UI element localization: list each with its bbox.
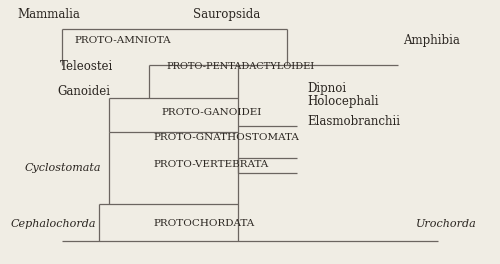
Text: PROTO-GNATHOSTOMATA: PROTO-GNATHOSTOMATA <box>154 133 300 142</box>
Text: Urochorda: Urochorda <box>416 219 476 229</box>
Text: Ganoidei: Ganoidei <box>57 86 110 98</box>
Text: PROTO-AMNIOTA: PROTO-AMNIOTA <box>74 36 171 45</box>
Text: Cephalochorda: Cephalochorda <box>10 219 96 229</box>
Text: Sauropsida: Sauropsida <box>193 8 260 21</box>
Text: Cyclostomata: Cyclostomata <box>25 163 102 173</box>
Text: Amphibia: Amphibia <box>404 34 460 47</box>
Text: PROTO-GANOIDEI: PROTO-GANOIDEI <box>161 108 262 117</box>
Text: Teleostei: Teleostei <box>60 60 113 73</box>
Text: Elasmobranchii: Elasmobranchii <box>307 115 400 128</box>
Text: PROTOCHORDATA: PROTOCHORDATA <box>154 219 255 228</box>
Text: Holocephali: Holocephali <box>307 95 378 108</box>
Text: PROTO-VERTEBRATA: PROTO-VERTEBRATA <box>154 160 269 169</box>
Text: Dipnoi: Dipnoi <box>307 82 346 95</box>
Text: Mammalia: Mammalia <box>18 8 80 21</box>
Text: PROTO-PENTADACTYLOIDEI: PROTO-PENTADACTYLOIDEI <box>166 62 314 70</box>
